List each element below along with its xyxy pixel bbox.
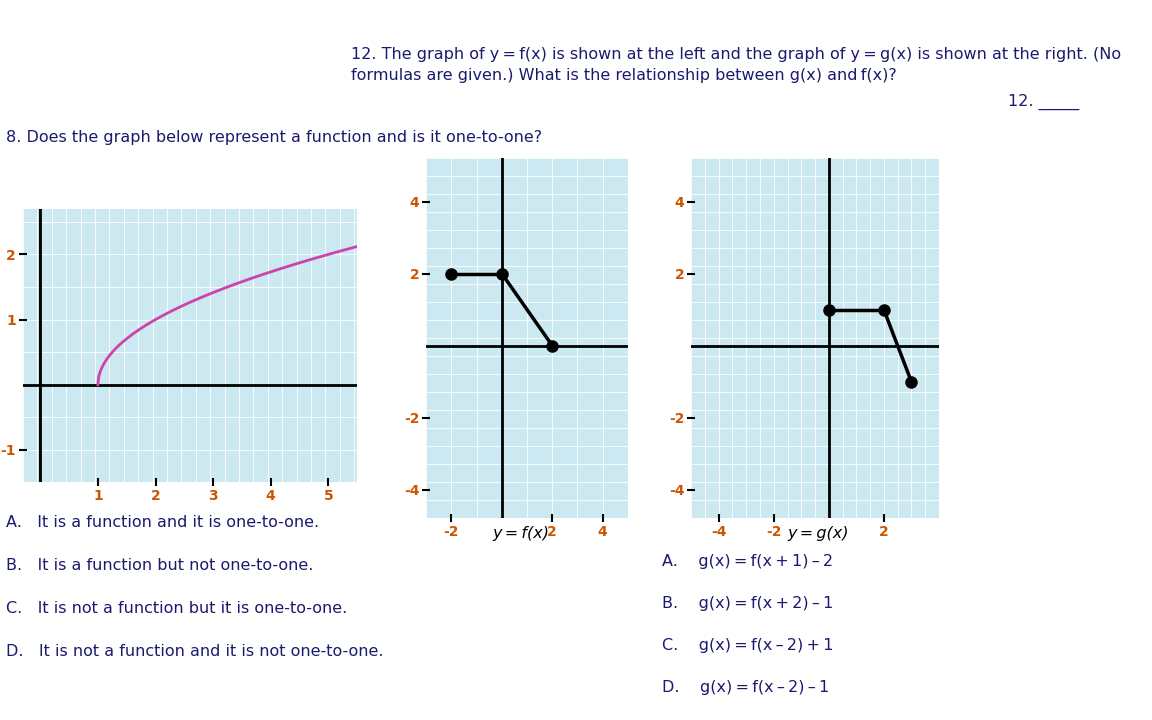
Text: B.    g(x) = f(x + 2) – 1: B. g(x) = f(x + 2) – 1 bbox=[662, 596, 834, 611]
Text: 8. Does the graph below represent a function and is it one-to-one?: 8. Does the graph below represent a func… bbox=[6, 130, 541, 145]
Text: A.    g(x) = f(x + 1) – 2: A. g(x) = f(x + 1) – 2 bbox=[662, 554, 834, 570]
Text: C.   It is not a function but it is one-to-one.: C. It is not a function but it is one-to… bbox=[6, 601, 347, 616]
Text: formulas are given.) What is the relationship between g(x) and f(x)?: formulas are given.) What is the relatio… bbox=[351, 68, 897, 84]
Text: 12. _____: 12. _____ bbox=[1008, 94, 1079, 110]
Text: B.   It is a function but not one-to-one.: B. It is a function but not one-to-one. bbox=[6, 558, 313, 573]
Text: y = f(x): y = f(x) bbox=[492, 526, 550, 541]
Text: C.    g(x) = f(x – 2) + 1: C. g(x) = f(x – 2) + 1 bbox=[662, 638, 834, 653]
Text: D.   It is not a function and it is not one-to-one.: D. It is not a function and it is not on… bbox=[6, 644, 384, 660]
Text: A.   It is a function and it is one-to-one.: A. It is a function and it is one-to-one… bbox=[6, 515, 319, 530]
Text: D.    g(x) = f(x – 2) – 1: D. g(x) = f(x – 2) – 1 bbox=[662, 680, 829, 695]
Text: 12. The graph of y = f(x) is shown at the left and the graph of y = g(x) is show: 12. The graph of y = f(x) is shown at th… bbox=[351, 47, 1122, 62]
Text: y = g(x): y = g(x) bbox=[787, 526, 849, 541]
